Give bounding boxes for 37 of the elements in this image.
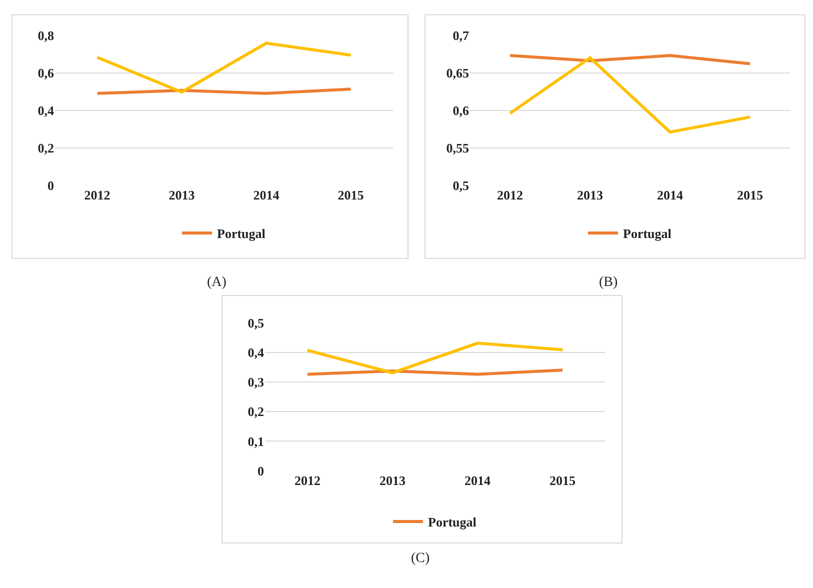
y-tick-label: 0,6 (452, 102, 470, 118)
y-tick-label: 0,65 (446, 65, 470, 80)
text: (B) (599, 275, 618, 290)
y-tick-label: 0,1 (248, 434, 264, 449)
line-series (96, 42, 352, 94)
line-series (508, 56, 752, 134)
x-tick-label: 2014 (657, 187, 684, 202)
y-tick-label: 0 (48, 178, 54, 193)
y-tick-label: 0,4 (38, 102, 54, 118)
y-tick-label: 0,55 (446, 140, 470, 156)
y-tick-label: 0,6 (38, 65, 54, 80)
x-tick-label: 2015 (338, 187, 364, 202)
legend-label: Portugal (217, 226, 266, 242)
x-tick-label: 2015 (737, 187, 764, 202)
y-tick-label: 0,4 (248, 344, 264, 360)
text: (C) (411, 551, 430, 566)
y-tick-label: 0,2 (248, 404, 264, 420)
text: (A) (207, 275, 227, 290)
y-tick-label: 0,5 (452, 178, 470, 193)
x-tick-label: 2013 (380, 472, 406, 488)
legend-label: Portugal (428, 514, 477, 530)
x-tick-label: 2014 (253, 187, 280, 202)
y-tick-label: 0,7 (452, 28, 470, 43)
x-tick-label: 2012 (84, 187, 110, 202)
x-tick-label: 2012 (497, 187, 523, 202)
y-tick-label: 0,2 (38, 140, 54, 156)
y-tick-label: 0,3 (248, 374, 264, 390)
x-tick-label: 2015 (550, 472, 576, 488)
y-tick-label: 0,5 (248, 315, 264, 330)
line-series (306, 342, 564, 374)
x-tick-label: 2013 (577, 187, 604, 202)
legend-label: Portugal (623, 226, 672, 242)
x-tick-label: 2013 (168, 187, 196, 202)
x-tick-label: 2014 (464, 472, 491, 488)
x-tick-label: 2012 (294, 472, 320, 488)
y-tick-label: 0 (258, 463, 264, 478)
y-tick-label: 0,8 (38, 28, 54, 43)
